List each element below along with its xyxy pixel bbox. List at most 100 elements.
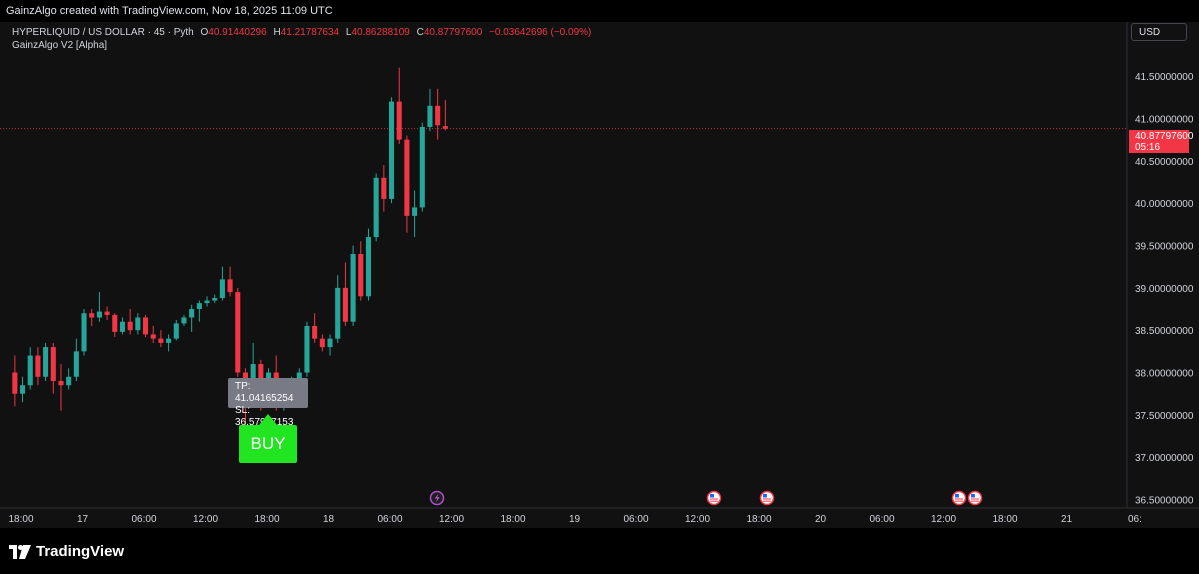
- y-tick-label: 40.50000000: [1135, 157, 1194, 168]
- candle-body: [73, 351, 79, 377]
- candle-body: [19, 385, 26, 394]
- candle-body: [35, 355, 41, 377]
- x-tick-label: 18:00: [8, 514, 33, 525]
- y-tick-label: 41.50000000: [1135, 72, 1194, 83]
- currency-button[interactable]: USD: [1131, 23, 1187, 41]
- candle-body: [396, 101, 402, 140]
- x-tick-label: 18:00: [500, 514, 525, 525]
- candle-body: [50, 347, 56, 381]
- chart-area[interactable]: 41.50000000 41.00000000 40.50000000 40.0000…: [0, 22, 1199, 528]
- us-flag-event-icon: [759, 490, 775, 506]
- tradingview-logo[interactable]: TradingView: [9, 543, 124, 560]
- candle-body: [419, 126, 425, 208]
- candle-body: [373, 177, 379, 238]
- flag-canton: [763, 494, 767, 498]
- buy-arrow-icon: [259, 414, 277, 425]
- tp-sl-label: TP: 41.04165254 SL: 36.57937153: [228, 378, 308, 428]
- y-tick-label: 40.00000000: [1135, 199, 1194, 210]
- x-tick-label: 12:00: [193, 514, 218, 525]
- candle-body: [58, 380, 64, 386]
- candle-body: [412, 207, 418, 216]
- candle-body: [342, 287, 348, 322]
- take-profit-text: TP: 41.04165254: [235, 381, 294, 404]
- low-label: L: [345, 27, 352, 38]
- candle-body: [319, 338, 325, 348]
- x-tick-label: 18:00: [746, 514, 771, 525]
- candle-body: [204, 300, 210, 304]
- bottom-bar: [0, 528, 1199, 574]
- x-tick-label: 12:00: [931, 514, 956, 525]
- candle-body: [212, 298, 218, 301]
- y-tick-label: 37.50000000: [1135, 411, 1194, 422]
- candle-body: [235, 292, 241, 373]
- tradingview-logo-icon: [9, 544, 31, 559]
- close-label: C: [416, 27, 424, 38]
- candle-body: [304, 325, 310, 373]
- x-tick-label: 06:00: [869, 514, 894, 525]
- candle-body: [381, 177, 387, 199]
- candle-body: [135, 317, 141, 331]
- y-tick-label: 38.00000000: [1135, 369, 1194, 380]
- open-value: 40.91440296: [208, 27, 267, 38]
- last-price-tag: 40.87797600 05:16: [1129, 130, 1193, 153]
- candle-body: [127, 321, 133, 331]
- candle-body: [365, 237, 372, 297]
- buy-signal-label: BUY: [239, 425, 297, 463]
- candle-body: [404, 139, 410, 216]
- us-flag-event-icon: [951, 490, 967, 506]
- candle-body: [442, 126, 448, 129]
- candle-body: [12, 372, 18, 394]
- candle-body: [350, 253, 356, 322]
- x-tick-label: 17: [77, 514, 89, 525]
- y-tick-label: 39.50000000: [1135, 242, 1194, 253]
- candle-body: [158, 338, 164, 343]
- candle-body: [388, 101, 395, 199]
- candle-body: [66, 376, 72, 386]
- close-value: 40.87797600: [423, 27, 483, 38]
- us-flag-event-icon: [967, 490, 983, 506]
- candle-body: [189, 309, 195, 318]
- x-tick-label: 06:: [1128, 514, 1142, 525]
- x-tick-label: 20: [815, 514, 827, 525]
- bar-countdown: 05:16: [1135, 142, 1161, 153]
- symbol-name: HYPERLIQUID / US DOLLAR · 45 · Pyth: [12, 27, 194, 38]
- candle-body: [435, 105, 441, 126]
- high-label: H: [273, 27, 281, 38]
- open-label: O: [200, 27, 209, 38]
- candle-body: [81, 313, 87, 352]
- x-tick-label: 18:00: [254, 514, 279, 525]
- flag-canton: [710, 494, 714, 498]
- flag-canton: [971, 494, 975, 498]
- candle-body: [89, 313, 95, 318]
- candle-body: [335, 287, 341, 339]
- candle-body: [296, 372, 302, 381]
- candlestick-chart[interactable]: 41.50000000 41.00000000 40.50000000 40.0000…: [0, 22, 1199, 528]
- x-tick-label: 19: [569, 514, 581, 525]
- watermark-header: GainzAlgo created with TradingView.com, …: [6, 5, 333, 17]
- candle-body: [27, 355, 33, 386]
- flag-canton: [955, 494, 959, 498]
- x-tick-label: 06:00: [131, 514, 156, 525]
- x-tick-label: 12:00: [439, 514, 464, 525]
- high-value: 41.21787634: [280, 27, 340, 38]
- candle-body: [142, 317, 149, 335]
- candle-body: [327, 338, 333, 348]
- change-value: −0.03642696 (−0.09%): [489, 27, 592, 38]
- y-tick-label: 38.50000000: [1135, 326, 1194, 337]
- lightning-bolt-icon: [434, 493, 440, 503]
- x-tick-label: 18: [323, 514, 335, 525]
- candle-body: [227, 279, 233, 293]
- candle-body: [96, 311, 102, 318]
- y-tick-label: 39.00000000: [1135, 284, 1194, 295]
- us-flag-event-icon: [706, 490, 722, 506]
- candle-body: [181, 317, 187, 324]
- candle-body: [150, 334, 156, 339]
- candle-body: [427, 105, 433, 127]
- y-tick-label: 36.50000000: [1135, 496, 1194, 507]
- indicator-label[interactable]: GainzAlgo V2 [Alpha]: [12, 40, 108, 51]
- y-tick-label: 37.00000000: [1135, 453, 1194, 464]
- candle-body: [358, 253, 364, 297]
- candle-body: [312, 325, 318, 339]
- candle-body: [112, 314, 118, 332]
- x-tick-label: 21: [1061, 514, 1073, 525]
